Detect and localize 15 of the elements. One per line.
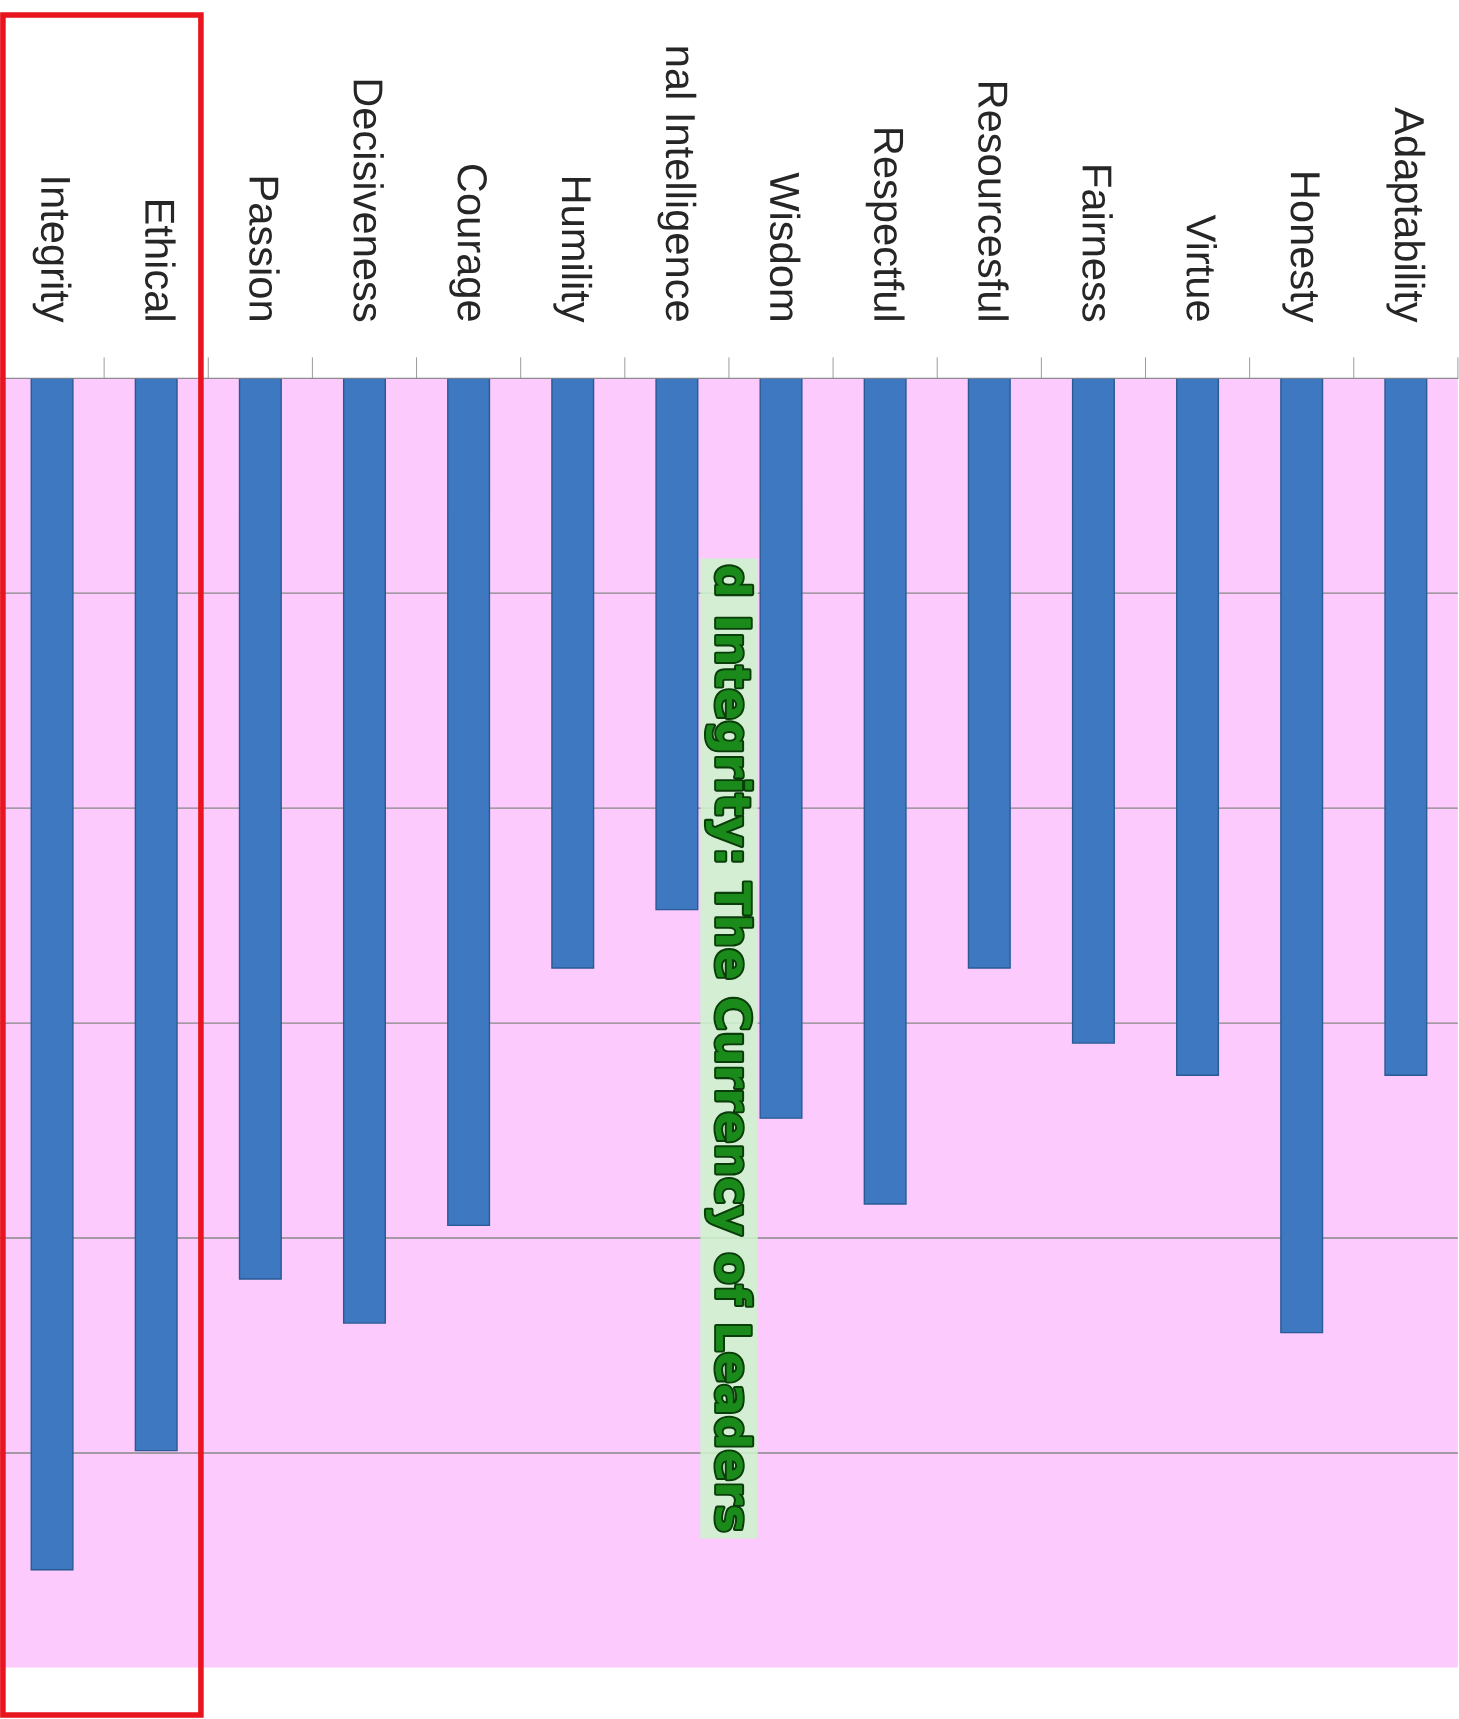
x-tick-label: Fairness	[1082, 166, 1113, 322]
x-tick-label: Passion	[249, 177, 280, 320]
x-tick-label: Adaptability	[1386, 107, 1426, 323]
x-tick-label: Decisiveness	[353, 80, 384, 322]
x-tick-label: Resourcesful	[978, 82, 1009, 320]
x-tick-label: Courage	[449, 164, 487, 321]
text: d Integrity: The Currency of Leaders	[706, 566, 753, 1531]
x-tick-label: Respectful	[865, 129, 905, 320]
x-tick-label: Ethical	[145, 201, 176, 320]
x-tick-label: Virtue	[1186, 214, 1217, 321]
x-tick-label: Honesty	[1282, 173, 1320, 323]
x-tick-label: Integrity	[32, 178, 72, 323]
x-tick-label: nal Intelligence	[657, 47, 697, 321]
x-tick-label: Wisdom	[769, 172, 801, 320]
x-tick-label: Humility	[553, 177, 593, 323]
